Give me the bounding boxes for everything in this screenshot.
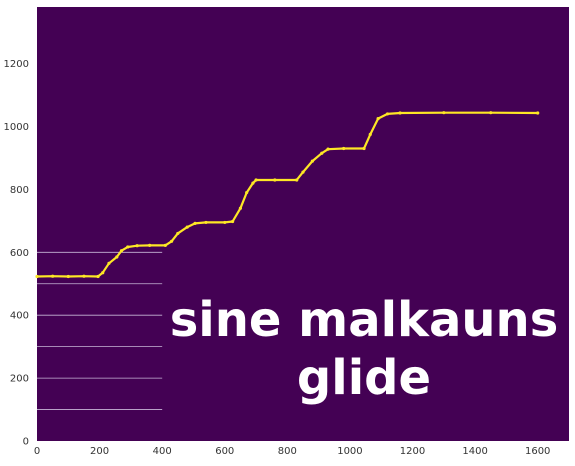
pitch-point: [368, 132, 372, 136]
pitch-point: [82, 274, 86, 278]
pitch-point: [163, 243, 167, 247]
y-axis-ticks: 0 200 400 600 800 1000 1200: [4, 59, 29, 447]
x-tick-label: 1600: [525, 446, 550, 457]
x-tick-label: 0: [34, 446, 40, 457]
annotation-line-1: sine malkauns: [170, 292, 559, 348]
pitch-point: [489, 111, 493, 115]
y-tick-label: 1200: [4, 59, 29, 70]
pitch-point: [342, 146, 346, 151]
pitch-point: [536, 111, 540, 115]
pitch-point: [385, 112, 390, 116]
pitch-point: [362, 146, 366, 151]
y-tick-label: 0: [23, 437, 29, 448]
y-tick-label: 1000: [4, 122, 29, 133]
pitch-point: [119, 249, 124, 253]
y-tick-label: 600: [10, 248, 29, 259]
pitch-point: [273, 178, 277, 182]
x-tick-label: 200: [90, 446, 109, 457]
pitch-point: [376, 117, 380, 121]
pitch-point: [126, 245, 130, 249]
pitch-point: [320, 151, 324, 155]
pitch-point: [51, 274, 55, 278]
annotation-line-2: glide: [297, 350, 431, 406]
pitch-point: [223, 220, 227, 225]
pitch-point: [35, 274, 39, 279]
pitch-point: [230, 219, 235, 224]
pitch-point: [176, 231, 180, 236]
pitch-point: [301, 170, 305, 174]
pitch-point: [148, 243, 152, 247]
pitch-point: [169, 239, 174, 243]
pitch-point: [245, 190, 249, 195]
pitch-point: [204, 220, 208, 225]
pitch-point: [238, 206, 243, 210]
pitch-point: [115, 255, 119, 259]
pitch-point: [251, 181, 255, 185]
pitch-point: [193, 221, 197, 225]
pitch-point: [442, 111, 446, 115]
grid-lines: [37, 251, 163, 410]
x-axis-ticks: 0 200 400 600 800 1000 1200 1400 1600: [34, 446, 551, 457]
pitch-trace: [35, 111, 540, 279]
pitch-point: [101, 271, 105, 275]
x-tick-label: 800: [278, 446, 297, 457]
pitch-point: [310, 159, 314, 163]
pitch-point: [135, 244, 139, 248]
pitch-point: [398, 111, 402, 115]
y-tick-label: 200: [10, 374, 29, 385]
x-tick-label: 1000: [337, 446, 362, 457]
pitch-point: [185, 225, 189, 229]
plot-background: [37, 7, 569, 441]
x-tick-label: 1200: [400, 446, 425, 457]
pitch-point: [107, 261, 111, 265]
x-tick-label: 1400: [462, 446, 487, 457]
x-tick-label: 600: [215, 446, 234, 457]
pitch-point: [254, 178, 258, 182]
y-tick-label: 800: [10, 185, 29, 196]
pitch-point: [295, 178, 299, 182]
pitch-point: [66, 274, 70, 279]
y-tick-label: 400: [10, 311, 29, 322]
x-tick-label: 400: [153, 446, 172, 457]
pitch-point: [326, 147, 330, 151]
pitch-point: [96, 274, 100, 279]
